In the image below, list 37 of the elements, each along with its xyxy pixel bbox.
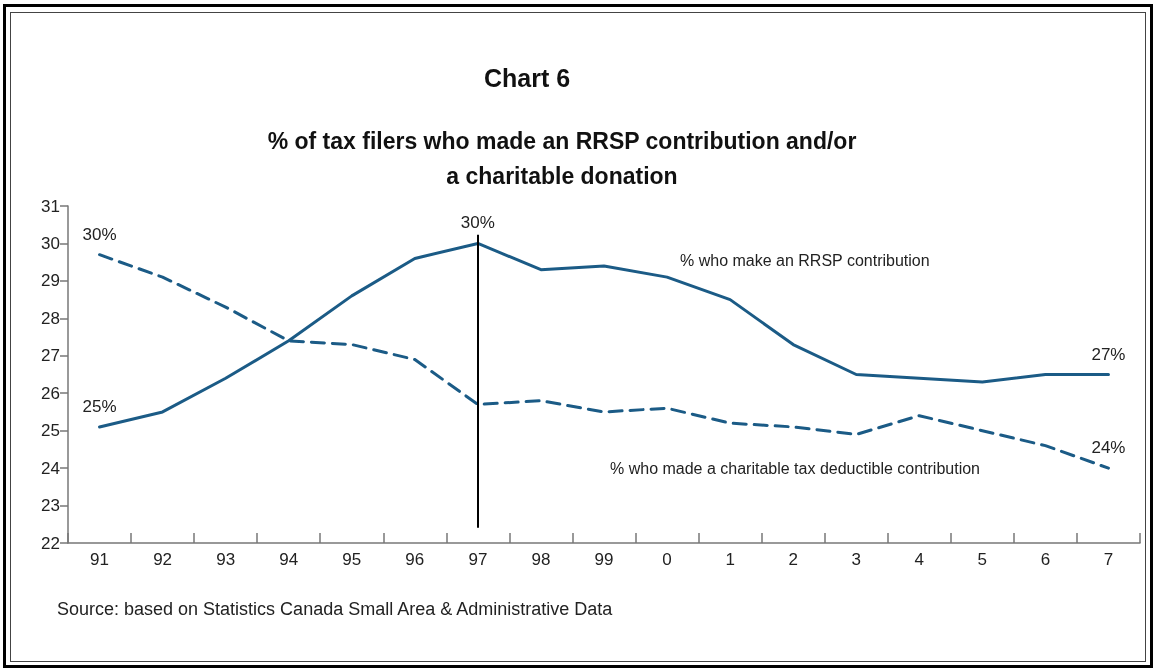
- y-tick-label: 31: [41, 196, 60, 216]
- x-tick-label: 3: [851, 550, 861, 569]
- x-tick-label: 91: [90, 550, 109, 569]
- x-tick-label: 95: [342, 550, 362, 569]
- x-tick-label: 7: [1103, 550, 1114, 569]
- data-label: 24%: [1091, 438, 1126, 458]
- y-tick-label: 24: [41, 458, 60, 478]
- data-label: 30%: [82, 224, 117, 244]
- x-tick-label: 92: [153, 550, 173, 569]
- y-tick-label: 30: [41, 233, 60, 253]
- chart-subtitle: % of tax filers who made an RRSP contribution and/or a charitable donation: [267, 127, 857, 189]
- y-tick-label: 29: [41, 271, 60, 291]
- data-label: 25%: [82, 396, 117, 416]
- x-tick-label: 96: [405, 550, 425, 569]
- y-tick-label: 25: [41, 421, 60, 441]
- series-label: % who made a charitable tax deductible contribution: [610, 459, 980, 477]
- y-tick-label: 28: [41, 308, 60, 328]
- x-tick-label: 94: [279, 550, 299, 569]
- x-tick-label: 93: [216, 550, 236, 569]
- x-tick-label: 2: [788, 550, 798, 569]
- y-tick-label: 27: [41, 346, 60, 366]
- data-label: 30%: [460, 213, 495, 233]
- series-label: % who make an RRSP contribution: [680, 251, 930, 269]
- x-tick-label: 5: [977, 550, 988, 569]
- x-tick-label: 0: [662, 550, 672, 569]
- x-tick-label: 97: [468, 550, 488, 569]
- x-tick-label: 1: [725, 550, 735, 569]
- x-tick-label: 6: [1040, 550, 1051, 569]
- x-tick-label: 99: [594, 550, 614, 569]
- y-tick-label: 23: [41, 496, 60, 516]
- x-tick-label: 4: [914, 550, 925, 569]
- x-tick-label: 98: [531, 550, 551, 569]
- y-tick-label: 22: [41, 533, 60, 553]
- chart-title: Chart 6: [483, 63, 571, 92]
- data-label: 27%: [1091, 344, 1126, 364]
- source-note: Source: based on Statistics Canada Small Area & Administrative Data: [57, 599, 614, 619]
- y-tick-label: 26: [41, 383, 60, 403]
